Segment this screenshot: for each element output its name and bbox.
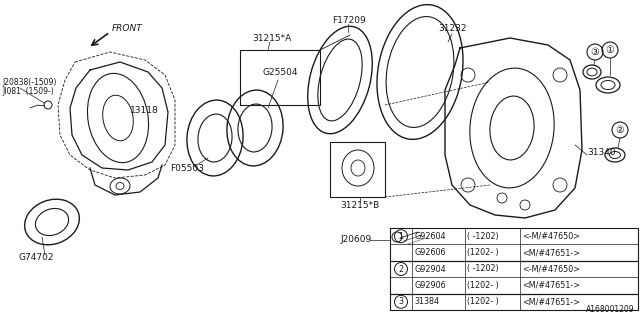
Text: 2: 2 xyxy=(399,265,404,274)
Text: <M/#47651->: <M/#47651-> xyxy=(522,281,580,290)
Text: 1: 1 xyxy=(399,232,403,241)
Text: 31384: 31384 xyxy=(414,297,439,306)
Text: J20609: J20609 xyxy=(340,236,371,244)
Text: 3: 3 xyxy=(399,297,403,306)
Bar xyxy=(390,228,638,310)
Text: ①: ① xyxy=(605,45,614,55)
Text: G92604: G92604 xyxy=(414,232,445,241)
Text: (1202- ): (1202- ) xyxy=(467,248,499,257)
Text: A168001209: A168001209 xyxy=(586,306,635,315)
Text: J20838(-1509): J20838(-1509) xyxy=(2,77,56,86)
Text: 31215*B: 31215*B xyxy=(340,201,380,210)
Text: G25504: G25504 xyxy=(262,68,298,76)
Text: G92606: G92606 xyxy=(414,248,445,257)
Text: ( -1202): ( -1202) xyxy=(467,232,499,241)
Text: ②: ② xyxy=(616,125,625,135)
Text: (1202- ): (1202- ) xyxy=(467,281,499,290)
Text: F05503: F05503 xyxy=(170,164,204,172)
Text: FRONT: FRONT xyxy=(112,23,143,33)
Bar xyxy=(240,50,320,105)
Text: <M/#47651->: <M/#47651-> xyxy=(522,248,580,257)
Text: <-M/#47650>: <-M/#47650> xyxy=(522,232,580,241)
Text: 13118: 13118 xyxy=(130,106,159,115)
Text: 31340: 31340 xyxy=(587,148,616,156)
Text: ③: ③ xyxy=(591,47,600,57)
Text: <M/#47651->: <M/#47651-> xyxy=(522,297,580,306)
Text: ( -1202): ( -1202) xyxy=(467,265,499,274)
Text: 31232: 31232 xyxy=(438,23,467,33)
Text: (1202- ): (1202- ) xyxy=(467,297,499,306)
Text: 31215*A: 31215*A xyxy=(252,34,291,43)
Text: G92906: G92906 xyxy=(414,281,445,290)
Text: G74702: G74702 xyxy=(18,253,54,262)
Text: JI081  (1509-): JI081 (1509-) xyxy=(2,86,54,95)
Text: G92904: G92904 xyxy=(414,265,445,274)
Text: <-M/#47650>: <-M/#47650> xyxy=(522,265,580,274)
Bar xyxy=(330,142,385,197)
Text: F17209: F17209 xyxy=(332,15,365,25)
